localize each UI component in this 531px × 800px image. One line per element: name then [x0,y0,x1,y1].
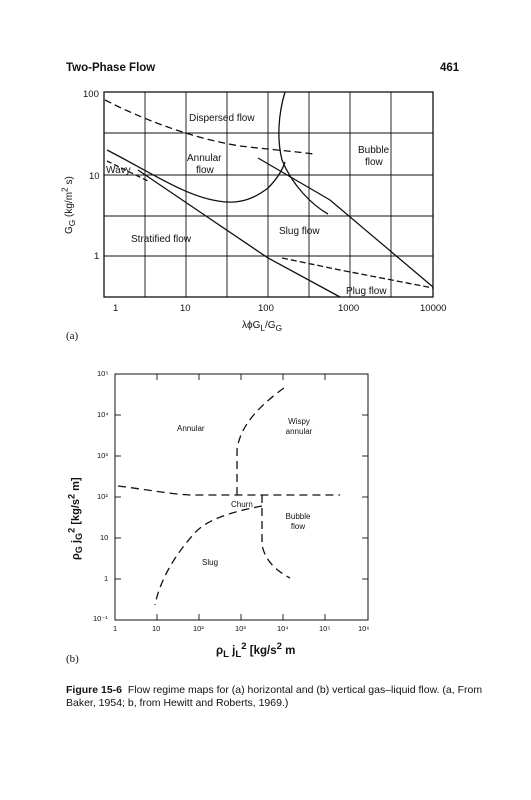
fig-b-churn-upper [117,485,340,496]
fig-a-stratified-boundary [137,169,341,298]
fig-b-region-bubble-2: flow [290,522,306,531]
fig-a-ytick-1: 1 [94,251,100,262]
page-number: 461 [440,62,460,74]
fig-a-region-bubble-1: Bubble [358,145,390,156]
fig-b-ytick-1e4: 10⁴ [97,410,109,419]
fig-b-ytick-1e2: 10² [97,492,108,501]
fig-b-xtick-1e3: 10³ [235,624,246,633]
fig-b-xtick-10: 10 [152,624,161,633]
fig-a-frame [103,91,434,298]
fig-b-xlabel: ρL jL2 [kg/s2 m [216,641,296,661]
fig-b-panel-label: (b) [66,653,79,665]
fig-a-ytick-10: 10 [89,171,100,182]
fig-b-churn-bubble [261,495,291,579]
fig-a-dispersed-boundary [104,99,315,155]
fig-a-region-stratified: Stratified flow [131,234,192,245]
fig-b-ytick-10: 10 [100,533,109,542]
fig-b-region-churn: Churn [231,500,253,509]
fig-b-frame [114,373,369,621]
fig-b-xticks [156,374,326,620]
fig-b-slug-churn [154,505,263,606]
fig-b-region-annular: Annular [177,424,205,433]
fig-a-xlabel: λϕGL/GG [242,320,283,333]
fig-a-ytick-100: 100 [83,89,99,100]
fig-b-ytick-1: 1 [104,574,109,583]
fig-a-annular-lower [106,149,286,203]
caption-label: Figure 15-6 [66,684,123,696]
fig-a-slug-boundary [257,157,434,288]
fig-a-vgrid [144,92,392,297]
fig-a-xtick-100: 100 [258,303,274,314]
fig-a-region-wavy: Wavy [106,165,131,176]
fig-a-xtick-10: 10 [180,303,191,314]
fig-a-region-bubble-2: flow [365,157,383,168]
fig-b-region-wispy-2: annular [285,427,313,436]
fig-a-region-annular-2: flow [196,165,214,176]
fig-b-region-wispy-1: Wispy [288,417,310,426]
fig-b-ytick-1e3: 10³ [97,451,108,460]
fig-b-ylabel: ρG jG2 [kg/s2 m] [66,477,84,560]
fig-b-yticks [115,373,368,580]
fig-b-ylabel-text: ρG jG2 [kg/s2 m] [66,477,84,560]
caption-text: Flow regime maps for (a) horizontal and … [66,684,483,709]
fig-a-plug-boundary [281,257,434,289]
fig-a-region-slug: Slug flow [279,226,320,237]
fig-b-xtick-1e5: 10⁵ [319,624,331,633]
fig-b-region-slug: Slug [202,558,219,567]
fig-b-annular-wispy [236,384,289,495]
fig-b-region-bubble-1: Bubble [285,512,311,521]
fig-b-ytick-1e5: 10⁵ [97,369,109,378]
figure-caption: Figure 15-6 Flow regime maps for (a) hor… [66,684,486,710]
fig-a-region-annular-1: Annular [187,153,222,164]
running-header-title: Two-Phase Flow [66,62,156,74]
fig-b-xtick-1e2: 10² [193,624,204,633]
fig-a-xtick-1000: 1000 [338,303,360,314]
fig-a-xtick-1: 1 [113,303,119,314]
fig-a-region-dispersed: Dispersed flow [189,113,255,124]
fig-a-panel-label: (a) [66,330,79,342]
fig-b-xtick-1e4: 10⁴ [277,624,289,633]
fig-a-bubble-boundary [278,91,329,215]
fig-b-ytick-1e-1: 10⁻¹ [93,614,108,623]
fig-b-xtick-1e6: 10⁶ [358,624,370,633]
fig-a-hgrid [104,132,433,257]
fig-a-region-plug: Plug flow [346,286,387,297]
fig-b-xtick-1: 1 [113,624,118,633]
fig-a-xtick-10000: 10000 [420,303,447,314]
